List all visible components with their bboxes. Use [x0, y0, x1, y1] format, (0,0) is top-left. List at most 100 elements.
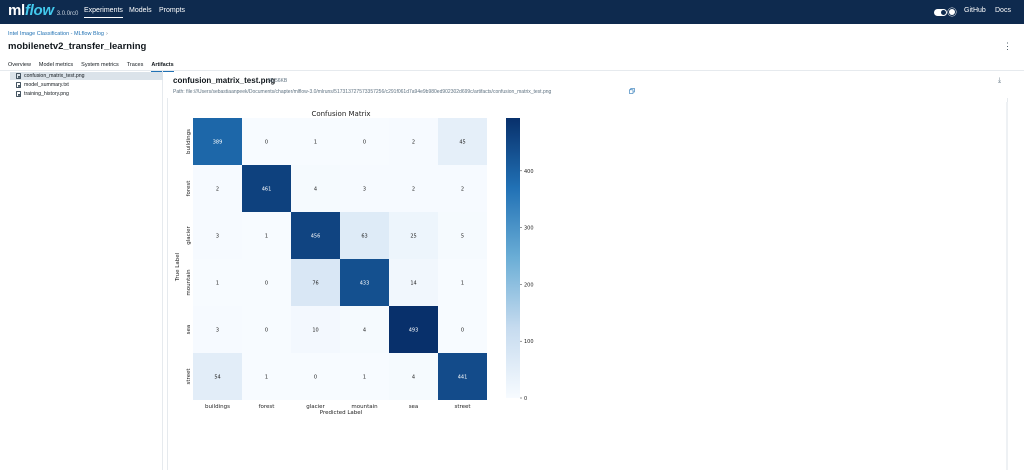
artifact-name: confusion_matrix_test.png: [173, 76, 276, 85]
cell-value-label: 14: [410, 281, 416, 287]
colorbar-tick-label: 0: [524, 396, 527, 402]
cell-value-label: 10: [312, 328, 318, 334]
colorbar: [506, 118, 520, 398]
heatmap-cell: [389, 118, 438, 165]
breadcrumb-experiment-link[interactable]: Intel Image Classification - MLflow Blog: [8, 31, 104, 37]
y-tick-label: mountain: [186, 269, 192, 296]
file-name: confusion_matrix_test.png: [24, 73, 85, 79]
logo-flow-text: flow: [24, 2, 54, 19]
cell-value-label: 4: [314, 187, 317, 193]
file-item-model-summary[interactable]: model_summary.txt: [10, 81, 163, 89]
cell-value-label: 441: [458, 375, 468, 381]
heatmap-cell: [389, 306, 438, 353]
cell-value-label: 3: [216, 234, 219, 240]
tab-model-metrics[interactable]: Model metrics: [38, 62, 74, 68]
y-tick-label: street: [186, 368, 192, 385]
cell-value-label: 0: [363, 140, 366, 146]
heatmap-cell: [193, 118, 242, 165]
cell-value-label: 5: [461, 234, 464, 240]
x-tick-label: forest: [259, 404, 276, 410]
colorbar-tick-label: 300: [524, 226, 534, 232]
cell-value-label: 2: [216, 187, 219, 193]
nav-models[interactable]: Models: [129, 7, 152, 14]
artifact-size: 35.56KB: [268, 78, 288, 84]
cell-value-label: 63: [361, 234, 367, 240]
heatmap-cell: [438, 353, 487, 400]
cell-value-label: 1: [216, 281, 219, 287]
x-tick-label: buildings: [205, 404, 230, 410]
file-item-confusion-matrix[interactable]: confusion_matrix_test.png: [10, 72, 163, 80]
artifact-path: Path: file:///Users/sebastiaanpeek/Docum…: [173, 89, 552, 95]
file-name: model_summary.txt: [24, 82, 69, 88]
nav-experiments[interactable]: Experiments: [84, 7, 123, 18]
heatmap-cell: [438, 118, 487, 165]
cell-value-label: 25: [410, 234, 416, 240]
file-icon: [16, 73, 21, 79]
sun-icon: [949, 9, 955, 15]
heatmap-cell: [242, 353, 291, 400]
heatmap-cell: [340, 212, 389, 259]
heatmap-cell: [242, 118, 291, 165]
heatmap-cell: [193, 259, 242, 306]
heatmap-cell: [389, 212, 438, 259]
copy-icon[interactable]: [629, 88, 635, 94]
y-tick-label: sea: [186, 325, 192, 335]
cell-value-label: 0: [265, 328, 268, 334]
cell-value-label: 1: [363, 375, 366, 381]
download-icon[interactable]: ⤓: [998, 77, 1002, 84]
heatmap-cell: [242, 212, 291, 259]
heatmap-cell: [438, 165, 487, 212]
cell-value-label: 1: [314, 140, 317, 146]
heatmap-cell: [438, 259, 487, 306]
cell-value-label: 0: [265, 140, 268, 146]
more-options-icon[interactable]: ⋮: [1003, 41, 1012, 51]
cell-value-label: 1: [265, 234, 268, 240]
file-icon: [16, 82, 21, 88]
file-item-training-history[interactable]: training_history.png: [10, 90, 163, 98]
cell-value-label: 2: [461, 187, 464, 193]
cell-value-label: 389: [213, 140, 223, 146]
docs-link[interactable]: Docs: [995, 7, 1011, 14]
y-tick-label: buildings: [186, 129, 192, 154]
breadcrumb-separator: ›: [105, 31, 108, 37]
page-title: mobilenetv2_transfer_learning: [8, 41, 147, 52]
tab-system-metrics[interactable]: System metrics: [81, 62, 119, 68]
nav-prompts[interactable]: Prompts: [159, 7, 186, 14]
chart-title: Confusion Matrix: [311, 110, 370, 118]
cell-value-label: 0: [314, 375, 317, 381]
x-tick-label: mountain: [351, 404, 378, 410]
x-axis-label: Predicted Label: [320, 410, 363, 416]
cell-value-label: 76: [312, 281, 318, 287]
heatmap-cell: [438, 212, 487, 259]
heatmap-cell: [389, 259, 438, 306]
heatmap-cell: [193, 212, 242, 259]
cell-value-label: 0: [265, 281, 268, 287]
cell-value-label: 456: [311, 234, 321, 240]
preview-scrollbar[interactable]: [1006, 102, 1008, 470]
cell-value-label: 2: [412, 187, 415, 193]
colorbar-tick-label: 100: [524, 339, 534, 345]
tab-traces[interactable]: Traces: [126, 62, 144, 68]
heatmap-cell: [193, 353, 242, 400]
cell-value-label: 4: [412, 375, 415, 381]
heatmap-cells: 389 0 1 0 2 452 461 4 3 2 23 1 456 63 25 51 0 76 433 14 13 0 1…: [193, 118, 487, 400]
theme-toggle[interactable]: [934, 9, 947, 16]
y-tick-labels: buildings forest glacier mountain sea street: [186, 129, 192, 385]
cell-value-label: 2: [412, 140, 415, 146]
tab-overview[interactable]: Overview: [8, 62, 31, 68]
cell-value-label: 54: [214, 375, 220, 381]
file-icon: [16, 91, 21, 97]
colorbar-ticks: 0 100 200 300 400: [520, 169, 534, 402]
y-tick-label: glacier: [186, 225, 192, 244]
confusion-matrix-chart: Confusion Matrix 389 0 1 0 2 452 461 4 3 2 23 1 456 6…: [175, 110, 534, 416]
cell-value-label: 493: [409, 328, 419, 334]
heatmap-cell: [291, 259, 340, 306]
version-label: 3.0.0rc0: [56, 11, 79, 17]
y-axis-label: True Label: [175, 252, 181, 282]
cell-value-label: 45: [459, 140, 465, 146]
mlflow-logo[interactable]: ml flow 3.0.0rc0: [8, 2, 78, 19]
heatmap-cell: [340, 306, 389, 353]
x-tick-label: sea: [409, 404, 419, 410]
heatmap-cell: [340, 118, 389, 165]
github-link[interactable]: GitHub: [964, 7, 986, 14]
